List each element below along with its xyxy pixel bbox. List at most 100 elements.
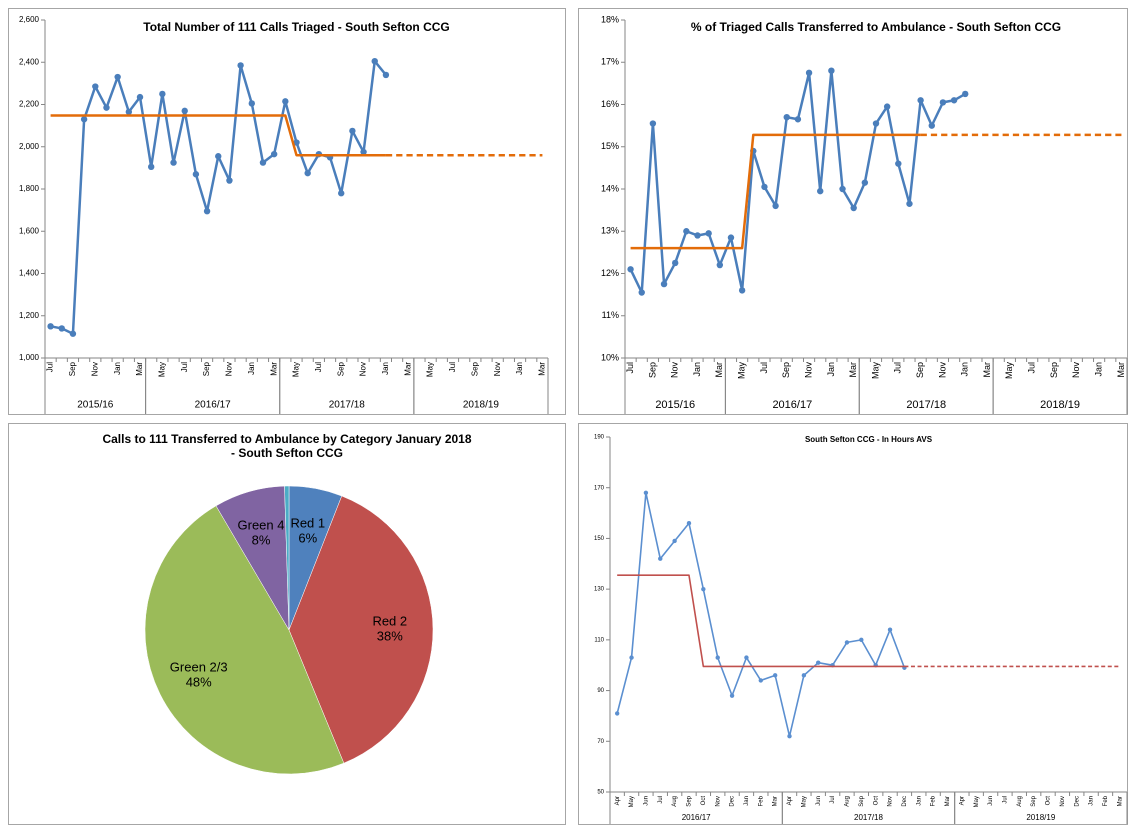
x-group-label: 2018/19 [1026,813,1055,822]
data-point [872,120,880,127]
x-group-label: 2018/19 [1040,399,1080,411]
x-tick-label: Apr [959,796,965,805]
data-point [103,104,110,111]
data-point [917,97,924,104]
data-point [715,655,720,660]
x-tick-label: May [157,362,166,377]
x-tick-label: Nov [359,362,368,376]
data-point [147,163,155,171]
x-tick-label: Aug [1017,796,1023,807]
data-point [69,330,77,337]
data-point [382,71,390,79]
x-tick-label: Nov [803,362,813,379]
y-tick-label: 2,200 [19,100,40,109]
data-point [614,711,620,716]
x-group-label: 2016/17 [772,399,812,411]
data-point [883,103,891,110]
data-point [638,289,645,296]
data-point [801,673,807,678]
x-tick-label: May [801,796,807,807]
data-point [136,93,144,101]
x-tick-label: Jan [113,362,122,375]
x-tick-label: Jun [643,796,649,806]
y-tick-label: 1,200 [19,311,40,320]
x-tick-label: Jan [960,362,970,377]
data-point [928,122,935,129]
x-tick-label: Oct [873,796,879,806]
x-tick-label: Jul [830,796,836,804]
chart-title: Calls to 111 Transferred to Ambulance by… [102,432,472,460]
series-line [616,491,906,738]
x-tick-label: Jul [759,362,769,374]
data-point [627,266,634,273]
x-tick-label: Sep [687,795,693,806]
data-point [282,98,289,105]
data-point [839,185,846,193]
slice-value-label: 48% [186,674,212,689]
x-tick-label: Jan [381,362,390,375]
x-tick-label: Jul [314,362,323,372]
y-tick-label: 1,400 [19,269,40,278]
x-tick-label: Jan [916,796,922,806]
pie-slice [284,485,290,631]
x-tick-label: Dec [730,796,736,807]
data-point [58,325,65,332]
x-tick-label: Nov [937,362,947,379]
data-point [744,655,749,660]
x-tick-label: Jul [625,362,635,374]
x-tick-label: Jan [1089,796,1095,806]
x-tick-label: Mar [982,362,992,378]
data-point [787,734,792,739]
x-tick-label: Nov [493,362,502,376]
y-tick-label: 1,000 [19,353,40,362]
y-tick-label: 190 [594,435,605,441]
slice-label: Green 2/3 [170,659,228,674]
y-tick-label: 70 [597,739,604,745]
x-group-label: 2017/18 [329,400,366,411]
x-tick-label: Oct [1046,796,1052,806]
data-point [805,69,813,77]
y-tick-label: 110 [594,637,604,643]
data-point [181,107,188,115]
x-group-label: 2017/18 [906,399,946,411]
data-point [716,261,724,269]
x-tick-label: Sep [859,795,865,806]
slice-label: Red 2 [372,614,407,629]
data-point [950,97,958,104]
data-point [772,673,778,678]
y-tick-label: 170 [594,485,605,491]
y-tick-label: 2,400 [19,57,40,66]
panel [578,8,1128,415]
y-tick-label: 150 [594,536,605,542]
x-tick-label: Apr [615,796,621,805]
x-tick-label: Mar [848,362,858,378]
x-tick-label: Mar [135,362,144,376]
y-tick-label: 12% [601,268,619,278]
x-tick-label: Sep [68,361,77,376]
pie-slice [288,495,434,764]
series-line [50,114,386,157]
data-point [293,139,300,146]
data-point [850,204,857,212]
x-tick-label: Mar [269,362,278,376]
pie-slice [144,505,345,775]
data-point [727,234,735,241]
x-tick-label: Mar [538,362,547,376]
series-line [630,133,921,250]
data-point [643,490,649,495]
data-point [270,150,278,158]
data-point [772,202,779,210]
x-tick-label: Mar [773,796,779,806]
data-point [92,83,99,90]
y-tick-label: 11% [602,310,619,320]
series-line [617,574,905,668]
data-point [672,538,677,544]
data-point [783,113,790,121]
data-point [125,108,133,116]
y-tick-label: 17% [601,57,619,67]
chart-title: South Sefton CCG - In Hours AVS [805,435,933,444]
data-point [694,232,701,239]
data-point [658,556,663,561]
